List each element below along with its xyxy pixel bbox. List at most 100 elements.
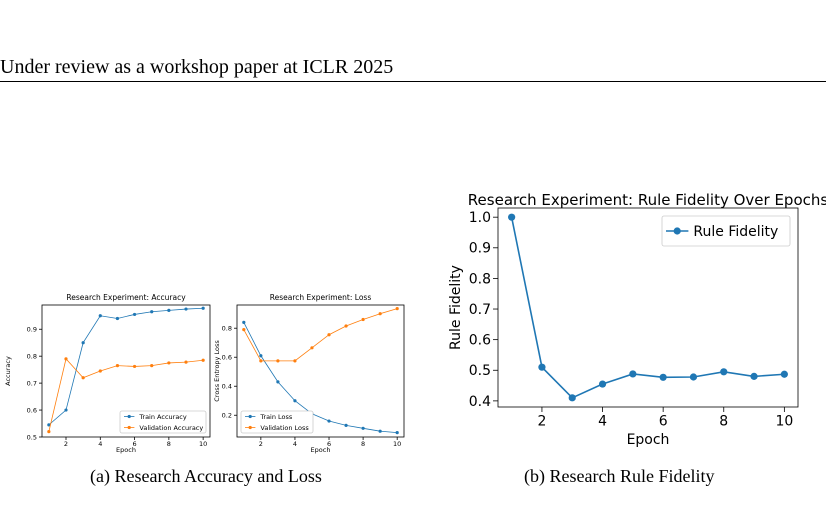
data-point <box>395 307 399 311</box>
page-header: Under review as a workshop paper at ICLR… <box>0 56 394 78</box>
rule-fidelity-chart: Research Experiment: Rule Fidelity Over … <box>448 191 826 448</box>
x-tick-label: 2 <box>64 440 68 448</box>
data-point <box>184 307 188 311</box>
data-point <box>276 359 280 363</box>
x-tick-label: 8 <box>167 440 171 448</box>
data-point <box>327 333 331 337</box>
x-tick-label: 8 <box>719 413 728 429</box>
data-point <box>395 431 399 435</box>
header-rule <box>0 81 826 82</box>
x-tick-label: 6 <box>133 440 137 448</box>
series-line <box>48 358 204 432</box>
x-tick-label: 6 <box>327 440 331 448</box>
y-tick-label: 0.5 <box>469 363 491 379</box>
legend-label: Rule Fidelity <box>693 224 778 240</box>
data-point <box>259 359 263 363</box>
data-point <box>132 312 137 317</box>
caption-a: (a) Research Accuracy and Loss <box>90 466 322 486</box>
data-point <box>378 429 382 433</box>
loss-chart: Research Experiment: Loss 2 4 6 8 10 0.2 0.4 0.6… <box>213 293 405 454</box>
legend-marker <box>127 414 131 419</box>
data-point <box>568 394 576 402</box>
y-tick-label: 0.4 <box>469 394 491 410</box>
data-point <box>47 430 51 434</box>
y-axis-label: Rule Fidelity <box>448 265 464 350</box>
y-tick-label: 0.9 <box>27 326 37 334</box>
axes-frame <box>497 207 799 408</box>
y-tick-label: 0.7 <box>469 302 491 318</box>
series-line <box>48 307 204 426</box>
data-point <box>81 376 85 380</box>
data-point <box>150 364 154 368</box>
x-tick-label: 10 <box>393 440 401 448</box>
data-point <box>689 373 698 381</box>
x-tick-label: 4 <box>98 440 102 448</box>
data-point <box>361 317 365 322</box>
data-point <box>150 310 154 314</box>
x-tick-label: 4 <box>598 413 607 429</box>
data-point <box>115 364 120 368</box>
data-point <box>242 328 246 332</box>
data-point <box>310 346 314 350</box>
data-point <box>361 426 365 430</box>
data-point <box>81 341 85 345</box>
data-point <box>115 316 120 321</box>
data-point <box>64 357 68 361</box>
x-tick-label: 10 <box>775 413 793 429</box>
legend-box <box>661 215 791 247</box>
y-tick-label: 0.8 <box>469 271 491 287</box>
legend-label: Train Accuracy <box>138 413 186 421</box>
x-tick-label: 8 <box>361 440 365 448</box>
x-axis-label: Epoch <box>116 446 136 454</box>
accuracy-chart: Research Experiment: Accuracy 2 4 6 8 10 0.5 0.… <box>4 293 211 454</box>
axes-frame <box>41 304 211 438</box>
chart-title: Research Experiment: Accuracy <box>66 293 186 302</box>
x-tick-label: 10 <box>199 440 207 448</box>
legend-marker <box>248 414 252 419</box>
legend-marker <box>248 425 252 430</box>
legend-label: Train Loss <box>259 413 293 421</box>
y-tick-label: 1.0 <box>469 210 491 226</box>
data-point <box>276 380 280 384</box>
legend-marker <box>673 227 681 235</box>
legend-label: Validation Loss <box>260 424 309 432</box>
axes-frame <box>236 304 405 438</box>
data-point <box>64 408 68 412</box>
data-point <box>201 358 205 362</box>
data-point <box>720 368 728 376</box>
chart-title: Research Experiment: Rule Fidelity Over … <box>468 191 826 209</box>
data-point <box>167 361 171 365</box>
y-axis-label: Accuracy <box>4 356 12 386</box>
legend-label: Validation Accuracy <box>139 424 203 432</box>
data-point <box>327 419 331 423</box>
data-point <box>344 324 348 328</box>
data-point <box>344 423 348 427</box>
y-tick-label: 0.2 <box>222 412 232 420</box>
data-point <box>378 312 382 316</box>
data-point <box>132 364 137 369</box>
data-point <box>242 320 246 325</box>
legend-marker <box>127 425 131 430</box>
y-tick-label: 0.5 <box>27 433 37 441</box>
data-point <box>538 363 546 371</box>
data-point <box>659 373 667 381</box>
x-tick-label: 2 <box>537 413 546 429</box>
data-point <box>184 360 188 364</box>
x-axis-label: Epoch <box>311 446 331 454</box>
caption-b: (b) Research Rule Fidelity <box>524 466 715 486</box>
series-line <box>243 308 398 362</box>
series-line <box>510 217 785 399</box>
x-tick-label: 6 <box>659 413 668 429</box>
data-point <box>293 359 297 363</box>
y-tick-label: 0.6 <box>469 333 491 349</box>
data-point <box>508 213 516 221</box>
y-tick-label: 0.6 <box>222 353 232 361</box>
legend-box <box>119 410 207 434</box>
y-tick-label: 0.7 <box>27 379 37 387</box>
data-point <box>780 370 788 378</box>
x-axis-label: Epoch <box>627 432 670 448</box>
data-point <box>598 380 607 388</box>
data-point <box>293 399 297 403</box>
data-point <box>629 370 637 378</box>
series-line <box>243 322 398 434</box>
